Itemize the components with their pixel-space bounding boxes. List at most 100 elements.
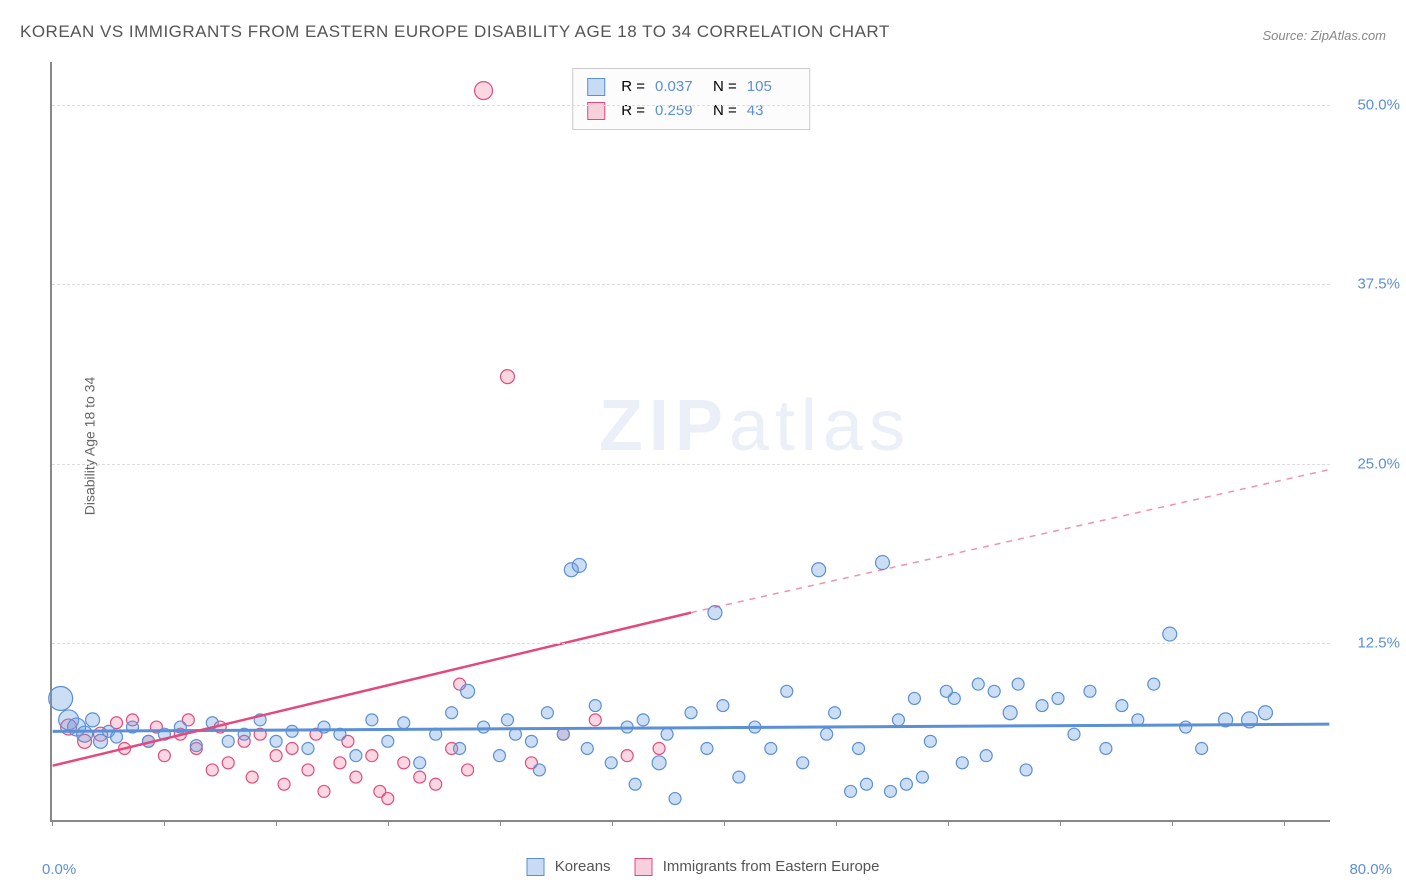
point-eastern-europe xyxy=(270,750,282,762)
x-tick xyxy=(1060,820,1061,826)
grid-line xyxy=(52,105,1330,106)
point-koreans xyxy=(1180,721,1192,733)
point-koreans xyxy=(829,707,841,719)
point-koreans xyxy=(446,707,458,719)
point-koreans xyxy=(86,713,100,727)
stats-row-koreans: R = 0.037 N = 105 xyxy=(587,75,795,99)
point-koreans xyxy=(478,721,490,733)
plot-area: ZIPatlas R = 0.037 N = 105 R = 0.259 N =… xyxy=(50,62,1330,822)
point-koreans xyxy=(1036,700,1048,712)
point-koreans xyxy=(1012,678,1024,690)
point-eastern-europe xyxy=(350,771,362,783)
point-koreans xyxy=(661,728,673,740)
point-koreans xyxy=(876,556,890,570)
x-tick xyxy=(724,820,725,826)
point-koreans xyxy=(350,750,362,762)
point-koreans xyxy=(366,714,378,726)
point-koreans xyxy=(525,735,537,747)
point-koreans xyxy=(1100,743,1112,755)
point-koreans xyxy=(1020,764,1032,776)
point-koreans xyxy=(812,563,826,577)
point-koreans xyxy=(1116,700,1128,712)
point-eastern-europe xyxy=(278,778,290,790)
point-koreans xyxy=(845,785,857,797)
point-eastern-europe xyxy=(366,750,378,762)
point-eastern-europe xyxy=(206,764,218,776)
x-tick xyxy=(948,820,949,826)
point-eastern-europe xyxy=(398,757,410,769)
swatch-koreans-bottom xyxy=(527,858,545,876)
point-koreans xyxy=(541,707,553,719)
point-eastern-europe xyxy=(414,771,426,783)
point-eastern-europe xyxy=(318,785,330,797)
n-value-eastern-europe: 43 xyxy=(747,99,795,123)
point-koreans xyxy=(572,558,586,572)
point-koreans xyxy=(1196,743,1208,755)
point-koreans xyxy=(398,717,410,729)
legend-label-eastern-europe: Immigrants from Eastern Europe xyxy=(663,858,880,875)
point-eastern-europe xyxy=(286,743,298,755)
point-eastern-europe xyxy=(334,757,346,769)
point-eastern-europe xyxy=(302,764,314,776)
point-eastern-europe xyxy=(430,778,442,790)
point-koreans xyxy=(1068,728,1080,740)
x-tick xyxy=(1172,820,1173,826)
point-koreans xyxy=(988,685,1000,697)
chart-title: KOREAN VS IMMIGRANTS FROM EASTERN EUROPE… xyxy=(20,22,890,42)
legend-bottom: Koreans Immigrants from Eastern Europe xyxy=(527,858,880,876)
legend-label-koreans: Koreans xyxy=(555,858,611,875)
point-koreans xyxy=(861,778,873,790)
r-value-eastern-europe: 0.259 xyxy=(655,99,703,123)
x-tick xyxy=(388,820,389,826)
point-eastern-europe xyxy=(222,757,234,769)
point-koreans xyxy=(637,714,649,726)
trend-line-eastern-europe-dashed xyxy=(691,470,1329,613)
point-eastern-europe xyxy=(158,750,170,762)
point-eastern-europe xyxy=(382,793,394,805)
point-koreans xyxy=(821,728,833,740)
point-koreans xyxy=(190,740,202,752)
point-koreans xyxy=(892,714,904,726)
point-koreans xyxy=(652,756,666,770)
point-koreans xyxy=(111,731,123,743)
point-koreans xyxy=(77,726,93,742)
y-tick-label: 37.5% xyxy=(1357,276,1400,293)
stats-legend-box: R = 0.037 N = 105 R = 0.259 N = 43 xyxy=(572,68,810,130)
point-koreans xyxy=(853,743,865,755)
point-koreans xyxy=(908,692,920,704)
point-koreans xyxy=(629,778,641,790)
point-koreans xyxy=(589,700,601,712)
point-eastern-europe xyxy=(653,743,665,755)
point-koreans xyxy=(701,743,713,755)
point-koreans xyxy=(924,735,936,747)
point-koreans xyxy=(1052,692,1064,704)
point-koreans xyxy=(1148,678,1160,690)
point-koreans xyxy=(533,764,545,776)
point-koreans xyxy=(956,757,968,769)
point-koreans xyxy=(502,714,514,726)
point-koreans xyxy=(302,743,314,755)
point-koreans xyxy=(972,678,984,690)
point-koreans xyxy=(797,757,809,769)
point-koreans xyxy=(494,750,506,762)
x-axis-max-label: 80.0% xyxy=(1349,861,1392,878)
grid-line xyxy=(52,284,1330,285)
point-koreans xyxy=(454,743,466,755)
point-koreans xyxy=(1084,685,1096,697)
grid-line xyxy=(52,643,1330,644)
chart-svg xyxy=(52,62,1330,820)
point-koreans xyxy=(557,728,569,740)
point-koreans xyxy=(49,686,73,710)
x-tick xyxy=(52,820,53,826)
point-koreans xyxy=(685,707,697,719)
point-koreans xyxy=(733,771,745,783)
point-koreans xyxy=(884,785,896,797)
point-koreans xyxy=(717,700,729,712)
point-koreans xyxy=(765,743,777,755)
point-eastern-europe xyxy=(246,771,258,783)
x-tick xyxy=(1284,820,1285,826)
grid-line xyxy=(52,464,1330,465)
swatch-koreans xyxy=(587,78,605,96)
y-tick-label: 25.0% xyxy=(1357,455,1400,472)
source-attribution: Source: ZipAtlas.com xyxy=(1262,28,1386,43)
